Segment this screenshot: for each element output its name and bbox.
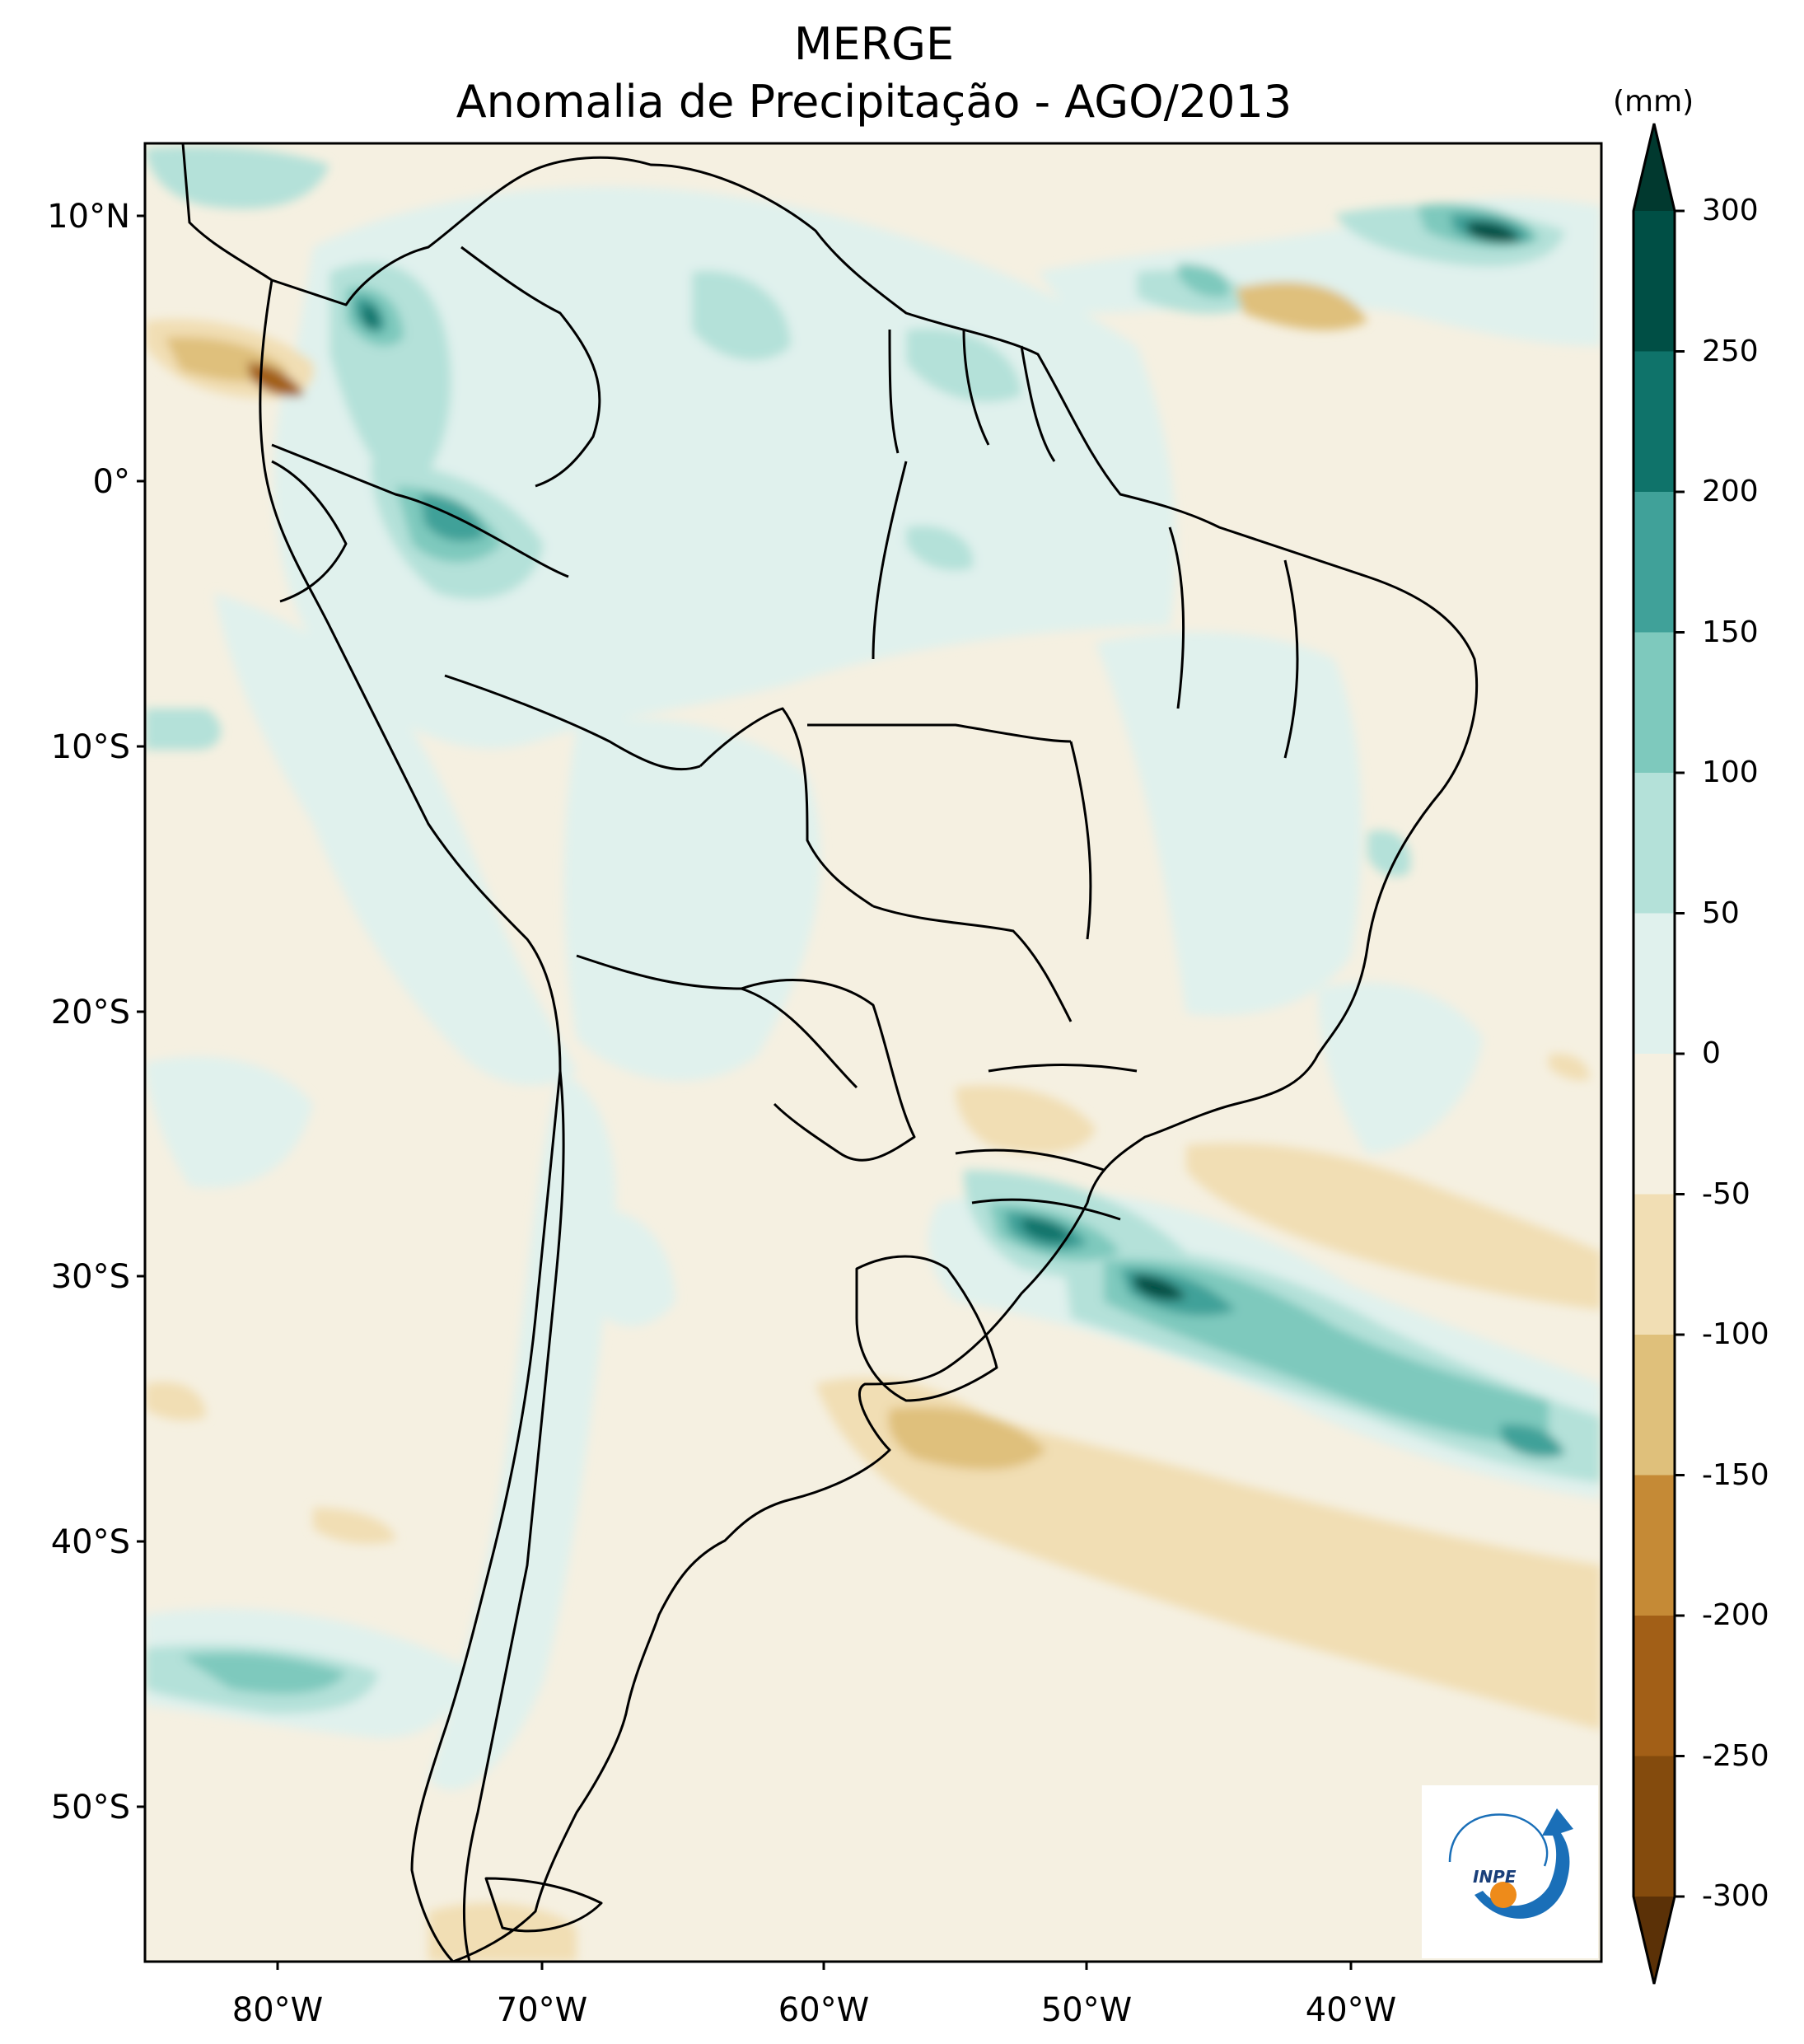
lat-tick: 40°S bbox=[50, 1523, 130, 1561]
colorbar-extend-max bbox=[1633, 124, 1675, 211]
colorbar-band bbox=[1633, 211, 1675, 352]
colorbar bbox=[1632, 123, 1685, 1985]
colorbar-tick-label: 200 bbox=[1702, 475, 1759, 508]
lat-tick: 10°S bbox=[50, 728, 130, 766]
colorbar-band bbox=[1633, 1616, 1675, 1756]
colorbar-tick-label: -250 bbox=[1702, 1738, 1769, 1773]
uruguay bbox=[855, 1255, 998, 1402]
lat-tick: 30°S bbox=[50, 1258, 130, 1296]
lat-tick: 10°N bbox=[47, 198, 130, 236]
lat-tick: 0° bbox=[92, 463, 130, 501]
colorbar-tick-label: 100 bbox=[1702, 755, 1759, 789]
inpe-logo: INPE bbox=[1422, 1785, 1598, 1958]
boundaries bbox=[181, 143, 1479, 1962]
colorbar-tick-label: 0 bbox=[1702, 1036, 1721, 1070]
lon-tick: 70°W bbox=[496, 1991, 588, 2029]
colorbar-tick-label: 50 bbox=[1702, 896, 1740, 930]
colorbar-tick-label: -300 bbox=[1702, 1879, 1769, 1913]
map-frame bbox=[143, 142, 1603, 1963]
peru-brazil bbox=[444, 674, 701, 771]
lon-tick: 80°W bbox=[231, 1991, 324, 2029]
bolivia-argentina bbox=[576, 954, 858, 1089]
colorbar-band bbox=[1633, 1756, 1675, 1897]
lon-tick: 50°W bbox=[1040, 1991, 1133, 2029]
axis-ticks bbox=[137, 214, 1353, 1970]
logo-blue-arc bbox=[1475, 1808, 1573, 1919]
colorbar-extend-min bbox=[1633, 1897, 1675, 1984]
colorbar-band bbox=[1633, 492, 1675, 633]
continent-outline bbox=[181, 143, 1479, 1962]
colorbar-band bbox=[1633, 1335, 1675, 1476]
ecuador bbox=[271, 460, 348, 603]
logo-thin-orbit bbox=[1448, 1813, 1549, 1867]
colorbar-band bbox=[1633, 773, 1675, 914]
argentina-chile bbox=[462, 1070, 565, 1962]
lon-tick: 40°W bbox=[1305, 1991, 1397, 2029]
map-panel: INPE bbox=[145, 143, 1601, 1962]
brazil-states bbox=[807, 461, 1299, 1221]
logo-text: INPE bbox=[1473, 1867, 1517, 1887]
colorbar-tick-label: 300 bbox=[1702, 194, 1759, 227]
lat-tick: 50°S bbox=[50, 1789, 130, 1827]
colorbar-tick-label: -150 bbox=[1702, 1457, 1769, 1492]
colorbar-band bbox=[1633, 351, 1675, 493]
guianas bbox=[888, 329, 1056, 462]
lat-tick: 20°S bbox=[50, 994, 130, 1031]
venezuela-colombia bbox=[460, 246, 601, 488]
colorbar-band bbox=[1633, 1194, 1675, 1335]
colorbar-tick-label: -100 bbox=[1702, 1317, 1769, 1351]
colorbar-tick-label: -200 bbox=[1702, 1598, 1769, 1632]
colorbar-tick-label: 150 bbox=[1702, 615, 1759, 649]
colorbar-band bbox=[1633, 913, 1675, 1055]
colorbar-unit: (mm) bbox=[1613, 85, 1694, 119]
colorbar-band bbox=[1633, 1475, 1675, 1616]
map-title: MERGE bbox=[793, 18, 955, 70]
logo-orange-dot bbox=[1490, 1882, 1517, 1908]
lon-tick: 60°W bbox=[778, 1991, 870, 2029]
colorbar-band bbox=[1633, 632, 1675, 774]
tierra-del-fuego bbox=[484, 1877, 603, 1933]
brazil-bolivia bbox=[699, 707, 874, 908]
colorbar-band bbox=[1633, 1054, 1675, 1195]
colorbar-outline bbox=[1632, 123, 1676, 1985]
colorbar-tick-label: 250 bbox=[1702, 334, 1759, 368]
colorbar-tick-label: -50 bbox=[1702, 1176, 1750, 1211]
paraguay bbox=[741, 979, 916, 1162]
colombia-peru bbox=[271, 443, 569, 578]
map-subtitle: Anomalia de Precipitação - AGO/2013 bbox=[456, 76, 1292, 128]
